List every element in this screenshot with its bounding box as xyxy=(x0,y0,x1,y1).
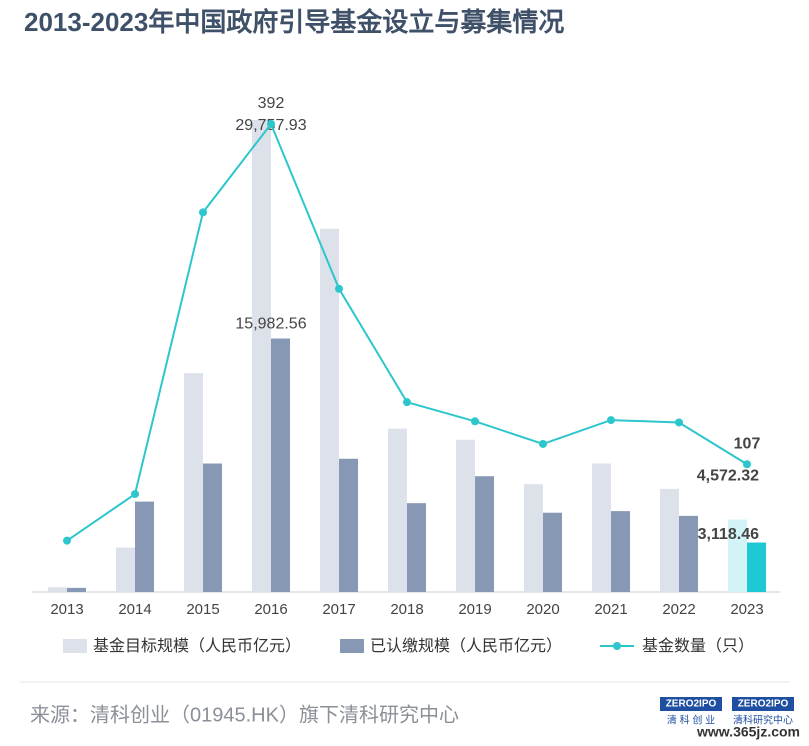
x-tick-label: 2013 xyxy=(50,601,83,618)
bar xyxy=(116,547,135,592)
x-tick-label: 2014 xyxy=(118,601,151,618)
bar xyxy=(456,439,475,592)
x-tick-label: 2016 xyxy=(254,601,287,618)
data-label: 3,118.46 xyxy=(698,526,760,543)
logo-text: ZERO2IPO xyxy=(666,699,717,710)
bar xyxy=(407,503,426,592)
bar xyxy=(728,519,747,592)
x-tick-label: 2015 xyxy=(186,601,219,618)
x-tick-label: 2018 xyxy=(390,601,423,618)
legend-label: 已认缴规模（人民币亿元） xyxy=(370,637,562,655)
legend-swatch xyxy=(613,642,621,650)
bar xyxy=(252,120,271,592)
line-point xyxy=(471,417,479,426)
bar xyxy=(679,515,698,592)
logo-box xyxy=(732,697,794,711)
bar xyxy=(592,463,611,592)
legend-label: 基金目标规模（人民币亿元） xyxy=(93,637,301,655)
data-label: 15,982.56 xyxy=(235,316,306,333)
bar xyxy=(747,542,766,592)
watermark: www.365jz.com xyxy=(696,724,800,740)
bar xyxy=(271,338,290,592)
bar xyxy=(543,512,562,592)
line-point xyxy=(539,439,547,448)
bar xyxy=(203,463,222,592)
bar xyxy=(524,484,543,592)
line-point xyxy=(267,120,275,128)
line-point xyxy=(335,284,343,293)
bar xyxy=(339,458,358,592)
chart-title: 2013-2023年中国政府引导基金设立与募集情况 xyxy=(24,7,564,37)
bar xyxy=(320,228,339,592)
data-label: 107 xyxy=(734,435,761,452)
x-tick-label: 2019 xyxy=(458,601,491,618)
bar xyxy=(611,511,630,592)
logo-text: 清 科 创 业 xyxy=(667,714,715,727)
logo: ZERO2IPO 清 科 创 业 ZERO2IPO 清科研究中心 xyxy=(660,697,794,727)
line-point xyxy=(63,536,71,545)
logo-text: 清科研究中心 xyxy=(733,714,793,727)
x-tick-label: 2021 xyxy=(594,601,627,618)
bar xyxy=(475,476,494,592)
bar xyxy=(67,587,86,592)
bar xyxy=(48,587,67,592)
bar xyxy=(184,373,203,592)
legend-swatch xyxy=(340,639,364,653)
line-point xyxy=(607,416,615,425)
legend-label: 基金数量（只） xyxy=(642,637,754,655)
line-point xyxy=(199,208,207,217)
logo-box xyxy=(660,697,722,711)
line-point xyxy=(743,460,751,469)
line-point xyxy=(403,398,411,407)
bar xyxy=(660,488,679,592)
x-tick-label: 2017 xyxy=(322,601,355,618)
x-tick-label: 2020 xyxy=(526,601,559,618)
source: 来源：清科创业（01945.HK）旗下清科研究中心 xyxy=(30,703,459,726)
data-label: 4,572.32 xyxy=(697,468,759,485)
data-label: 392 xyxy=(258,95,285,112)
line-point xyxy=(131,490,139,499)
bar xyxy=(135,501,154,592)
x-tick-label: 2022 xyxy=(662,601,695,618)
bar xyxy=(388,428,407,592)
legend-swatch xyxy=(63,639,87,653)
line-point xyxy=(675,418,683,427)
logo-text: ZERO2IPO xyxy=(738,699,789,710)
x-tick-label: 2023 xyxy=(730,601,763,618)
